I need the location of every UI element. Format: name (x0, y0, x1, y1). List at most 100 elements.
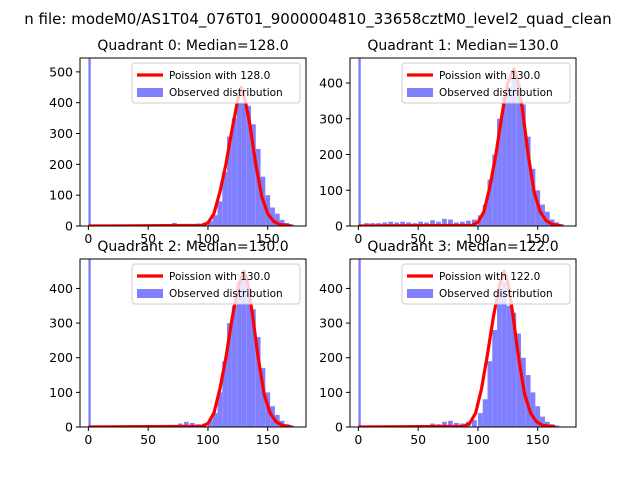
y-tick-label: 400 (49, 281, 73, 296)
histogram-bar (530, 392, 536, 427)
y-tick-label: 100 (49, 188, 73, 203)
histogram-bar (487, 361, 493, 427)
x-tick-label: 0 (354, 231, 362, 246)
histogram-bar (535, 406, 541, 427)
histogram-bar (222, 361, 228, 427)
figure-suptitle: n file: modeM0/AS1T04_076T01_9000004810_… (24, 10, 611, 29)
legend-curve-label: Poission with 130.0 (439, 70, 540, 82)
subplot-quadrant-0: 0 50 100 150 0 100 200 300 400 500 Quadrant 0: Med… (49, 38, 307, 246)
histogram-bar (246, 288, 251, 427)
axes-frame (79, 57, 307, 227)
histogram-bar (217, 392, 223, 427)
subplot-title: Quadrant 1: Median=130.0 (367, 38, 558, 54)
y-tick-label: 0 (65, 420, 73, 435)
legend-box (131, 263, 301, 305)
histogram-bar (465, 220, 471, 226)
x-tick-label: 50 (410, 432, 426, 447)
histogram-spike-bar (358, 259, 361, 427)
histogram-bar (501, 97, 507, 226)
histogram-bar (511, 312, 517, 427)
y-tick-label: 100 (319, 183, 343, 198)
histogram-bar (236, 281, 242, 427)
histogram-bar (442, 421, 447, 427)
x-tick-label: 0 (84, 432, 92, 447)
histogram-bar (207, 420, 213, 427)
subplot-quadrant-3: 0 50 100 150 0 100 200 300 400 Quadrant 3: Median… (319, 239, 577, 447)
histogram-spike-bar (88, 259, 91, 427)
histogram-bar (207, 221, 213, 226)
histogram-bar (400, 221, 406, 226)
histogram-bar (506, 305, 512, 427)
histogram-bar (241, 278, 247, 427)
legend-curve-label: Poission with 128.0 (169, 70, 270, 82)
plot-area (358, 58, 565, 226)
legend-curve-label: Poission with 122.0 (439, 271, 540, 283)
y-tick-label: 400 (319, 281, 343, 296)
x-tick-label: 100 (466, 231, 490, 246)
histogram-bar (222, 172, 228, 226)
histogram-bar (516, 333, 521, 427)
y-tick-label: 300 (49, 316, 73, 331)
legend-hist-label: Observed distribution (439, 87, 553, 99)
histogram-bar (212, 413, 218, 427)
y-tick-label: 200 (319, 147, 343, 162)
histogram-bar (448, 420, 453, 427)
y-tick-label: 400 (319, 76, 343, 91)
histogram-bar (270, 207, 275, 226)
histogram-bar (497, 118, 502, 226)
legend-hist-swatch (137, 289, 163, 298)
y-tick-label: 500 (49, 64, 73, 79)
legend-hist-swatch (407, 88, 433, 97)
y-tick-label: 200 (49, 350, 73, 365)
subplot-quadrant-1: 0 50 100 150 0 100 200 300 400 Quadrant 1: Median… (319, 38, 577, 246)
histogram-bar (255, 336, 261, 427)
legend-box (131, 62, 301, 104)
histogram-bar (236, 102, 242, 226)
x-tick-label: 50 (410, 231, 426, 246)
histogram-bar (227, 323, 232, 427)
x-tick-label: 150 (256, 432, 280, 447)
histogram-bar (544, 211, 550, 226)
histogram-bar (482, 204, 488, 226)
histogram-bar (501, 281, 507, 427)
histogram-bar (516, 83, 521, 226)
histogram-bar (382, 222, 388, 226)
histogram-bar (442, 218, 447, 226)
x-tick-label: 100 (196, 432, 220, 447)
x-tick-label: 100 (196, 231, 220, 246)
axes-frame (349, 258, 577, 428)
legend-hist-label: Observed distribution (439, 288, 553, 300)
histogram-bar (497, 291, 502, 427)
x-tick-label: 0 (354, 432, 362, 447)
y-tick-label: 300 (49, 126, 73, 141)
histogram-bar (436, 221, 441, 226)
y-tick-label: 300 (319, 316, 343, 331)
histogram-bar (246, 105, 251, 226)
histogram-bar (241, 102, 247, 226)
subplot-title: Quadrant 0: Median=128.0 (97, 38, 288, 54)
legend-hist-label: Observed distribution (169, 87, 283, 99)
histogram-bar (250, 124, 256, 226)
histogram-bar (430, 220, 435, 226)
x-tick-label: 0 (84, 231, 92, 246)
histogram-bar (184, 421, 189, 427)
legend-hist-label: Observed distribution (169, 288, 283, 300)
x-tick-label: 50 (140, 432, 156, 447)
histogram-bar (255, 148, 261, 226)
histogram-spike-bar (358, 58, 361, 226)
histogram-bar (525, 136, 531, 226)
x-tick-label: 100 (466, 432, 490, 447)
x-tick-label: 150 (256, 231, 280, 246)
y-tick-label: 200 (319, 350, 343, 365)
subplot-title: Quadrant 3: Median=122.0 (367, 239, 558, 255)
histogram-bar (511, 79, 517, 226)
y-tick-label: 0 (65, 219, 73, 234)
histogram-bar (477, 413, 483, 427)
histogram-bar (448, 219, 453, 226)
histogram-bar (212, 215, 218, 226)
histogram-bar (217, 201, 223, 226)
histogram-bar (388, 221, 394, 226)
y-tick-label: 400 (49, 95, 73, 110)
